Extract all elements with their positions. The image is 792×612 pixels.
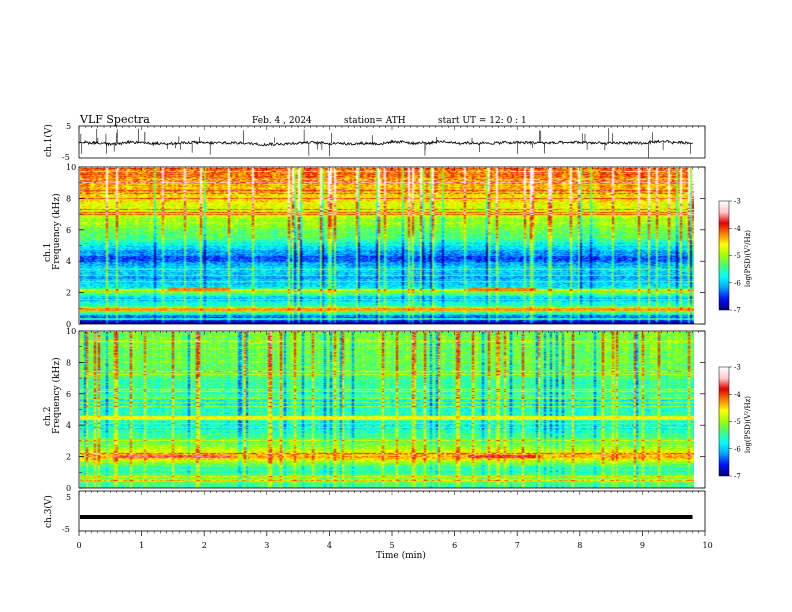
- colorbar-tick-label: -4: [734, 391, 741, 399]
- colorbar-tick-label: -5: [734, 418, 741, 426]
- x-tick-label: 0: [77, 541, 82, 550]
- colorbar-tick-label: -7: [734, 307, 741, 315]
- y-tick-label: 4: [66, 257, 71, 266]
- ch2-spectrogram-image: [80, 332, 694, 488]
- ch1-ytick-bottom: -5: [62, 153, 70, 162]
- ch2-colorbar: [719, 367, 729, 476]
- ch1-colorbar-ticks: -3 -4 -5 -6 -7: [729, 198, 741, 315]
- x-tick-label: 8: [577, 541, 582, 550]
- y-tick-label: 6: [66, 390, 71, 399]
- ch3-waveform-frame: [78, 490, 706, 532]
- y-tick-label: 2: [66, 289, 71, 298]
- ch2-channel-label: ch.2: [43, 407, 53, 426]
- ch1-waveform-trace: [78, 128, 693, 158]
- time-axis-label: Time (min): [376, 550, 426, 561]
- y-tick-label: 10: [66, 163, 76, 172]
- ch2-colorbar-ticks: -3 -4 -5 -6 -7: [729, 364, 741, 481]
- ch1-waveform-line: [78, 139, 693, 147]
- start-ut-label: start UT = 12: 0 : 1: [438, 116, 527, 126]
- ch2-spectrogram-yticks: 0 2 4 6 8 10: [66, 327, 705, 493]
- y-tick-label: 8: [66, 194, 71, 203]
- ch1-spectrogram-image: [80, 168, 694, 324]
- x-tick-label: 2: [202, 541, 207, 550]
- x-tick-label: 3: [264, 541, 269, 550]
- ch1-waveform-ylabel: ch.1(V): [43, 124, 54, 157]
- y-tick-label: 8: [66, 358, 71, 367]
- station-label: station= ATH: [344, 116, 406, 126]
- ch1-spectrogram-yticks: 0 2 4 6 8 10: [66, 163, 705, 329]
- ch1-frequency-ylabel: Frequency (kHz): [51, 193, 62, 270]
- date-label: Feb. 4 , 2024: [252, 116, 312, 126]
- colorbar-tick-label: -3: [734, 198, 741, 206]
- y-tick-label: 4: [66, 421, 71, 430]
- ch1-colorbar-label: log(PSD)(V²/Hz): [744, 230, 752, 287]
- y-tick-label: 0: [66, 484, 71, 493]
- figure-title: VLF Spectra: [79, 113, 150, 126]
- ch3-waveform-ylabel: ch.3(V): [43, 495, 54, 528]
- colorbar-tick-label: -3: [734, 364, 741, 372]
- colorbar-tick-label: -6: [734, 279, 741, 287]
- x-tick-label: 7: [515, 541, 520, 550]
- x-tick-label: 5: [390, 541, 395, 550]
- colorbar-tick-label: -7: [734, 473, 741, 481]
- ch3-ytick-top: 5: [66, 493, 71, 502]
- x-tick-label: 4: [327, 541, 332, 550]
- x-tick-label: 6: [452, 541, 457, 550]
- y-tick-label: 0: [66, 320, 71, 329]
- x-tick-label: 1: [139, 541, 144, 550]
- ch2-colorbar-label: log(PSD)(V²/Hz): [744, 396, 752, 453]
- ch1-waveform-panel: 5 -5 ch.1(V): [43, 122, 706, 162]
- ch2-frequency-ylabel: Frequency (kHz): [51, 357, 62, 434]
- colorbar-tick-label: -4: [734, 225, 741, 233]
- colorbar-tick-label: -6: [734, 445, 741, 453]
- time-axis: 0 1 2 3 4 5 6 7 8 9 10: [77, 126, 713, 550]
- ch1-colorbar: [719, 201, 729, 310]
- ch1-channel-label: ch.1: [43, 243, 53, 262]
- y-tick-label: 10: [66, 327, 76, 336]
- x-tick-label: 10: [703, 541, 713, 550]
- ch1-ytick-top: 5: [66, 122, 71, 131]
- colorbar-tick-label: -5: [734, 252, 741, 260]
- x-tick-label: 9: [640, 541, 645, 550]
- ch3-ytick-bottom: -5: [62, 525, 70, 534]
- ch3-waveform-panel: 5 -5 ch.3(V): [43, 490, 706, 534]
- ch3-waveform-trace: [80, 515, 693, 519]
- y-tick-label: 6: [66, 226, 71, 235]
- y-tick-label: 2: [66, 453, 71, 462]
